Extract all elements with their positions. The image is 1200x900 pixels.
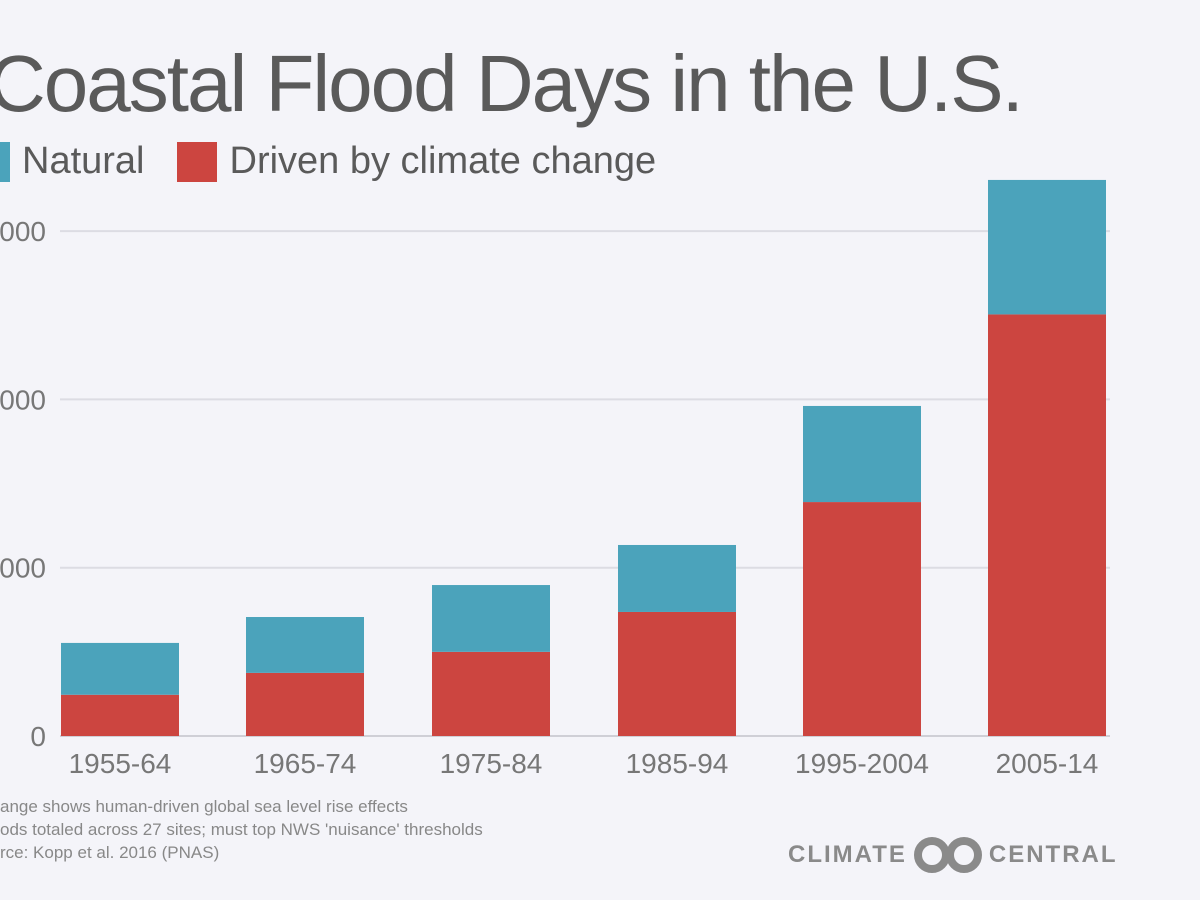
y-tick-label: 0 <box>30 721 46 752</box>
x-tick-label: 1995-2004 <box>795 748 929 779</box>
footnote-2: ods totaled across 27 sites; must top NW… <box>0 820 483 839</box>
bar-natural <box>246 617 364 673</box>
logo-rings-icon <box>913 837 982 873</box>
bar-driven-by-climate-change <box>988 314 1106 736</box>
bar-natural <box>61 642 179 695</box>
bar-natural <box>988 179 1106 315</box>
y-tick-label: 1000 <box>0 553 46 584</box>
legend: Natural Driven by climate change <box>0 140 656 183</box>
footnote-1: ange shows human-driven global sea level… <box>0 797 408 816</box>
climate-central-logo: CLIMATE CENTRAL <box>788 836 1118 874</box>
legend-label-natural: Natural <box>22 140 145 182</box>
bar-driven-by-climate-change <box>246 672 364 736</box>
footnotes: ange shows human-driven global sea level… <box>0 795 483 864</box>
x-tick-label: 1965-74 <box>254 748 357 779</box>
bar-driven-by-climate-change <box>432 651 550 736</box>
chart-title: Coastal Flood Days in the U.S. <box>0 39 1024 128</box>
logo-text-left: CLIMATE <box>788 841 907 868</box>
legend-swatch-climate <box>176 141 217 182</box>
y-tick-label: 3000 <box>0 216 46 247</box>
y-tick-label: 2000 <box>0 384 46 415</box>
bar-natural <box>432 585 550 652</box>
x-tick-label: 2005-14 <box>996 748 1099 779</box>
logo-text-right: CENTRAL <box>988 841 1118 868</box>
footnote-3: rce: Kopp et al. 2016 (PNAS) <box>0 843 220 862</box>
bar-natural <box>803 405 921 503</box>
bar-driven-by-climate-change <box>61 694 179 736</box>
x-tick-label: 1975-84 <box>440 748 543 779</box>
legend-label-climate: Driven by climate change <box>229 140 657 182</box>
x-tick-label: 1955-64 <box>69 748 172 779</box>
legend-swatch-natural <box>0 141 10 182</box>
x-tick-label: 1985-94 <box>626 748 729 779</box>
bar-natural <box>618 544 736 612</box>
bar-driven-by-climate-change <box>618 611 736 736</box>
bar-driven-by-climate-change <box>803 502 921 736</box>
